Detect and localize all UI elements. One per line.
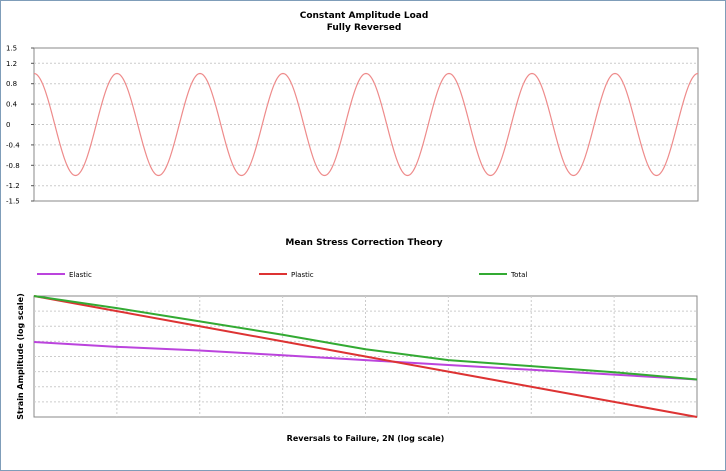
load-series-line — [33, 72, 699, 177]
load-y-tick-label: 0 — [6, 121, 10, 129]
series-line-plastic — [33, 295, 698, 418]
load-y-tick-label: -0.8 — [6, 162, 20, 170]
load-y-tick-label: -0.4 — [6, 141, 20, 149]
correction-y-axis-label: Strain Amplitude (log scale) — [16, 293, 25, 419]
correction-chart-title: Mean Stress Correction Theory — [285, 238, 443, 248]
load-y-tick-label: 1.2 — [6, 60, 17, 68]
correction-x-axis-label: Reversals to Failure, 2N (log scale) — [287, 434, 445, 443]
series-line-elastic — [33, 340, 698, 381]
load-y-tick-label: -1.2 — [6, 182, 20, 190]
load-y-tick-label: 0.8 — [6, 80, 17, 88]
load-chart-subtitle: Fully Reversed — [326, 23, 402, 33]
load-y-tick-label: 0.4 — [6, 101, 18, 109]
series-line-total — [33, 295, 698, 381]
legend-label-elastic: Elastic — [69, 271, 92, 279]
load-y-tick-label: -1.5 — [6, 198, 20, 206]
load-chart-title: Constant Amplitude Load — [299, 11, 429, 21]
load-y-tick-label: 1.5 — [6, 45, 17, 53]
legend-label-plastic: Plastic — [291, 271, 314, 279]
legend-label-total: Total — [510, 271, 527, 279]
